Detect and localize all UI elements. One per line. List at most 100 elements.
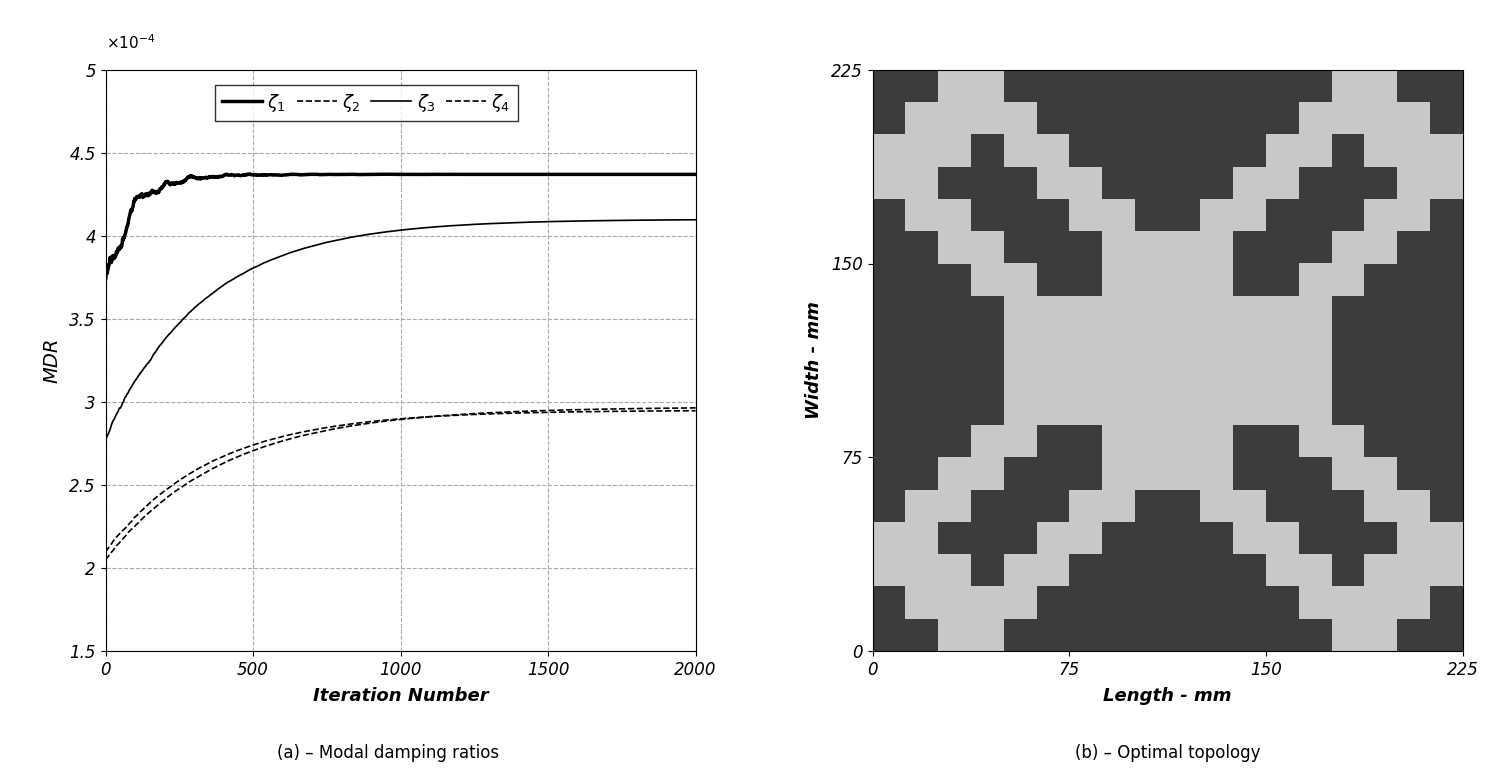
Bar — [1004, 264, 1036, 296]
Bar — [1102, 490, 1136, 522]
Bar — [1004, 587, 1036, 618]
Bar — [971, 264, 1004, 296]
Bar — [1234, 490, 1267, 522]
Bar — [1365, 457, 1398, 490]
Bar — [1102, 296, 1136, 328]
Bar — [1332, 231, 1365, 264]
Bar — [1298, 554, 1332, 587]
Bar — [1298, 425, 1332, 457]
Bar — [1267, 360, 1298, 393]
Bar — [938, 199, 971, 231]
Bar — [1298, 393, 1332, 425]
Bar — [1167, 425, 1200, 457]
Bar — [1136, 360, 1167, 393]
Bar — [1365, 490, 1398, 522]
Bar — [938, 231, 971, 264]
Bar — [1004, 393, 1036, 425]
Bar — [1332, 618, 1365, 651]
Bar — [1004, 102, 1036, 134]
Bar — [1069, 199, 1102, 231]
Bar — [1004, 296, 1036, 328]
Text: $\times10^{-4}$: $\times10^{-4}$ — [106, 33, 155, 53]
Text: (b) – Optimal topology: (b) – Optimal topology — [1075, 744, 1261, 762]
Bar — [1398, 199, 1430, 231]
Bar — [971, 587, 1004, 618]
Bar — [905, 134, 938, 167]
Bar — [1234, 167, 1267, 199]
Bar — [1332, 102, 1365, 134]
Bar — [873, 134, 905, 167]
Bar — [1398, 587, 1430, 618]
Bar — [1365, 554, 1398, 587]
Bar — [1365, 70, 1398, 102]
Bar — [1200, 264, 1234, 296]
Bar — [1102, 425, 1136, 457]
Legend: $\zeta_1$, $\zeta_2$, $\zeta_3$, $\zeta_4$: $\zeta_1$, $\zeta_2$, $\zeta_3$, $\zeta_… — [216, 84, 517, 121]
X-axis label: Length - mm: Length - mm — [1104, 687, 1232, 705]
Bar — [1234, 522, 1267, 554]
Bar — [1102, 393, 1136, 425]
Bar — [1234, 296, 1267, 328]
Bar — [1430, 167, 1463, 199]
Bar — [1036, 393, 1069, 425]
Bar — [971, 618, 1004, 651]
Bar — [1167, 393, 1200, 425]
Bar — [1298, 587, 1332, 618]
Bar — [1136, 231, 1167, 264]
Bar — [971, 102, 1004, 134]
Bar — [1167, 296, 1200, 328]
Bar — [1004, 554, 1036, 587]
Bar — [905, 167, 938, 199]
Bar — [1332, 70, 1365, 102]
Bar — [1102, 360, 1136, 393]
Bar — [1069, 360, 1102, 393]
Bar — [1200, 490, 1234, 522]
Bar — [938, 457, 971, 490]
Bar — [1298, 360, 1332, 393]
Bar — [1102, 457, 1136, 490]
Bar — [1004, 134, 1036, 167]
Bar — [1365, 618, 1398, 651]
Bar — [1267, 328, 1298, 360]
Bar — [1398, 490, 1430, 522]
Bar — [1102, 328, 1136, 360]
Bar — [1267, 554, 1298, 587]
Bar — [1398, 522, 1430, 554]
Bar — [1332, 587, 1365, 618]
Bar — [938, 490, 971, 522]
Bar — [1398, 102, 1430, 134]
Bar — [1136, 425, 1167, 457]
Bar — [1036, 554, 1069, 587]
Bar — [1200, 457, 1234, 490]
Bar — [873, 554, 905, 587]
Bar — [905, 554, 938, 587]
Bar — [1365, 231, 1398, 264]
Bar — [938, 134, 971, 167]
Bar — [1365, 102, 1398, 134]
Bar — [938, 587, 971, 618]
Bar — [1234, 328, 1267, 360]
Bar — [1036, 522, 1069, 554]
Bar — [1167, 328, 1200, 360]
Text: (a) – Modal damping ratios: (a) – Modal damping ratios — [277, 744, 499, 762]
Bar — [1167, 264, 1200, 296]
Bar — [1136, 296, 1167, 328]
Bar — [1004, 328, 1036, 360]
Bar — [1298, 328, 1332, 360]
Bar — [905, 587, 938, 618]
Bar — [1200, 425, 1234, 457]
Bar — [1430, 554, 1463, 587]
Bar — [1365, 199, 1398, 231]
Bar — [1398, 554, 1430, 587]
Bar — [938, 102, 971, 134]
Bar — [1136, 264, 1167, 296]
Bar — [1036, 296, 1069, 328]
Bar — [1332, 264, 1365, 296]
Bar — [905, 490, 938, 522]
Bar — [1069, 522, 1102, 554]
Bar — [1200, 231, 1234, 264]
Y-axis label: Width - mm: Width - mm — [805, 301, 823, 419]
Bar — [1267, 296, 1298, 328]
Bar — [971, 457, 1004, 490]
Bar — [1167, 231, 1200, 264]
